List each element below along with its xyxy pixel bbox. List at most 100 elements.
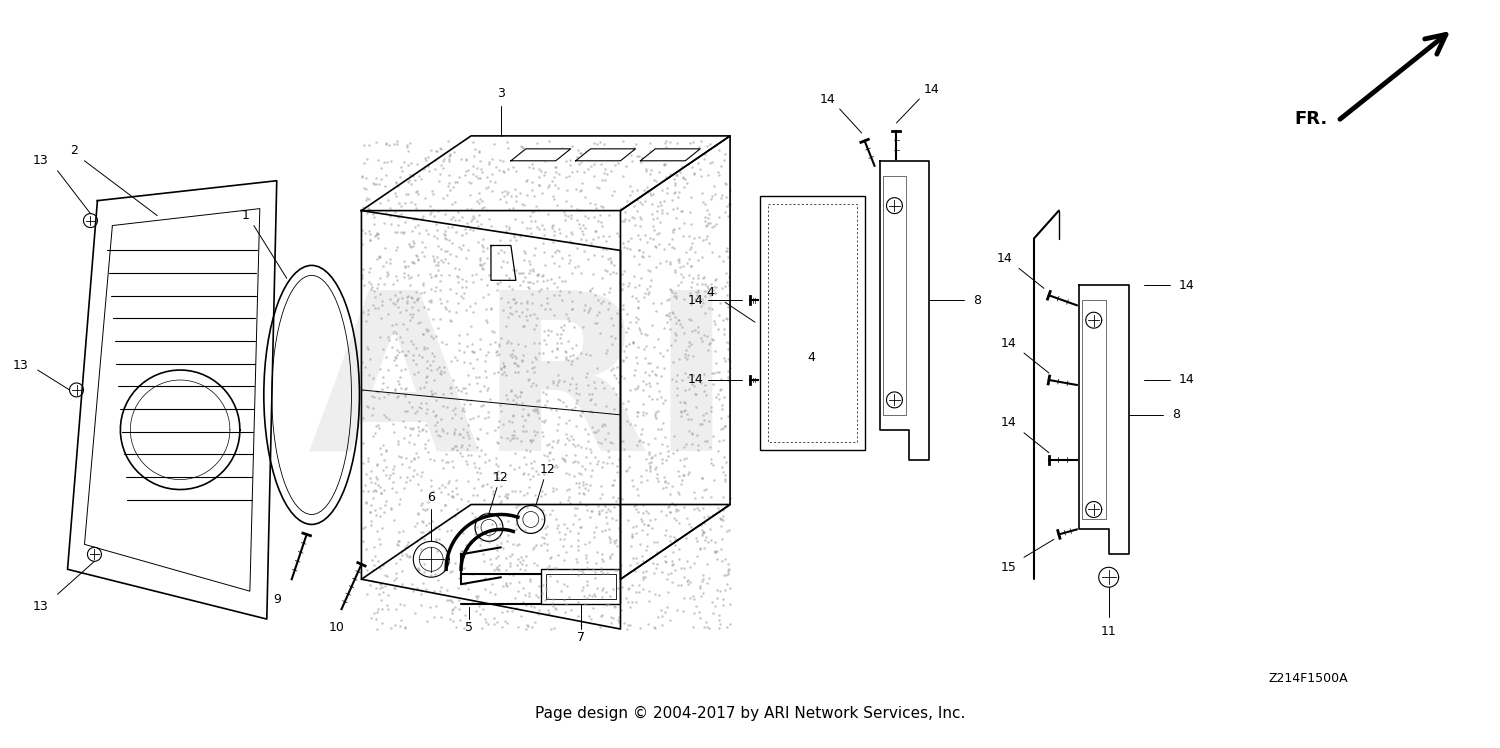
Point — [627, 435, 651, 447]
Point — [534, 544, 558, 556]
Point — [662, 512, 686, 524]
Point — [706, 323, 730, 335]
Point — [666, 314, 690, 326]
Point — [555, 580, 579, 592]
Point — [474, 303, 498, 315]
Point — [550, 324, 574, 336]
Point — [682, 607, 706, 619]
Point — [714, 553, 738, 565]
Point — [666, 254, 690, 266]
Point — [488, 564, 512, 576]
Point — [430, 192, 454, 204]
Point — [406, 451, 430, 463]
Point — [544, 166, 568, 178]
Point — [520, 298, 544, 310]
Point — [484, 453, 508, 465]
Point — [690, 332, 714, 344]
Point — [690, 187, 714, 199]
Point — [642, 567, 666, 579]
Point — [576, 484, 600, 496]
Point — [459, 413, 483, 425]
Point — [506, 622, 530, 634]
Point — [718, 492, 742, 504]
Point — [400, 257, 424, 269]
Point — [638, 357, 662, 369]
Point — [570, 468, 594, 479]
Point — [603, 159, 627, 171]
Point — [436, 155, 460, 167]
Point — [562, 470, 586, 482]
Point — [522, 601, 546, 613]
Point — [546, 518, 570, 530]
Point — [630, 152, 654, 164]
Point — [694, 616, 718, 628]
Point — [354, 564, 378, 576]
Point — [609, 604, 633, 616]
Point — [503, 429, 526, 441]
Point — [398, 437, 422, 449]
Point — [652, 159, 676, 171]
Point — [714, 267, 738, 279]
Point — [518, 264, 542, 276]
Point — [374, 495, 398, 507]
Point — [466, 145, 490, 157]
Point — [654, 135, 678, 147]
Point — [411, 236, 435, 248]
Point — [375, 351, 399, 363]
Point — [652, 550, 676, 562]
Point — [410, 589, 434, 601]
Point — [388, 171, 412, 183]
Point — [604, 227, 628, 239]
Point — [624, 527, 648, 539]
Point — [686, 269, 709, 280]
Point — [687, 582, 711, 594]
Point — [498, 568, 522, 580]
Bar — [1082, 300, 1106, 519]
Point — [494, 579, 517, 591]
Point — [414, 407, 438, 419]
Point — [716, 410, 740, 422]
Point — [492, 246, 516, 258]
Point — [432, 387, 456, 399]
Point — [386, 138, 410, 150]
Point — [465, 466, 489, 478]
Point — [640, 557, 664, 569]
Point — [660, 554, 684, 566]
Point — [470, 202, 494, 214]
Point — [638, 460, 662, 472]
Point — [382, 289, 406, 301]
Point — [514, 295, 538, 307]
Point — [644, 260, 668, 272]
Point — [666, 254, 690, 266]
Point — [509, 386, 532, 398]
Point — [494, 220, 517, 232]
Point — [398, 279, 422, 291]
Point — [716, 371, 740, 383]
Point — [596, 344, 619, 356]
Point — [390, 577, 414, 589]
Point — [534, 439, 558, 451]
Point — [470, 259, 494, 271]
Point — [417, 165, 441, 177]
Point — [717, 337, 741, 349]
Point — [657, 283, 681, 295]
Point — [392, 599, 416, 611]
Point — [423, 521, 447, 533]
Point — [528, 285, 552, 297]
Point — [500, 308, 523, 320]
Point — [693, 215, 717, 227]
Point — [537, 438, 561, 450]
Point — [426, 416, 450, 428]
Point — [482, 485, 506, 497]
Point — [417, 434, 441, 446]
Point — [478, 304, 502, 316]
Point — [698, 217, 721, 229]
Point — [690, 590, 714, 602]
Point — [393, 261, 417, 273]
Point — [549, 252, 573, 264]
Point — [630, 571, 654, 583]
Point — [393, 197, 417, 209]
Point — [495, 577, 519, 589]
Point — [634, 505, 658, 517]
Point — [616, 337, 640, 349]
